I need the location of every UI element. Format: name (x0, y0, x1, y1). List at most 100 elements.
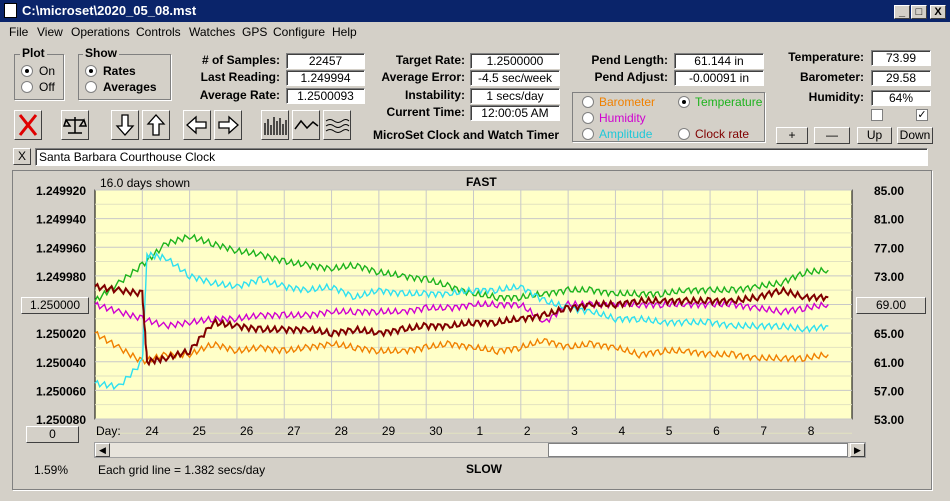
x-tick-label: 8 (808, 424, 815, 438)
arrow-down-icon (115, 114, 135, 136)
samples-value: 22457 (286, 53, 365, 69)
left-tick-label: 1.250060 (36, 384, 86, 398)
temperature-label: Temperature: (788, 50, 864, 64)
arrow-right-icon (218, 115, 239, 135)
x-tick-label: 2 (524, 424, 531, 438)
right-tick-label: 85.00 (874, 184, 904, 198)
humidity-radio[interactable] (582, 112, 594, 124)
left-tick-label: 1.249940 (36, 213, 86, 227)
percent-label: 1.59% (34, 463, 69, 477)
pend-length-label: Pend Length: (591, 53, 668, 67)
right-tick-label: 73.00 (874, 270, 904, 284)
humidity-option-label: Humidity (599, 111, 646, 125)
minimize-button[interactable]: _ (894, 5, 910, 19)
right-arrow-button[interactable] (214, 110, 242, 140)
maximize-button[interactable]: □ (911, 5, 927, 19)
humidity-label: Humidity: (808, 90, 864, 104)
menu-operations[interactable]: Operations (71, 25, 130, 39)
pend-adjust-value: -0.00091 in (674, 70, 764, 86)
center-value-button[interactable]: 69.00 (856, 297, 926, 314)
watch-name-field[interactable]: Santa Barbara Courthouse Clock (35, 148, 928, 166)
barometer-value: 29.58 (871, 70, 931, 86)
right-tick-label: 57.00 (874, 384, 904, 398)
down-arrow-button[interactable] (111, 110, 139, 140)
multiwave-icon (325, 119, 350, 133)
grid-note: Each grid line = 1.382 secs/day (98, 463, 266, 477)
x-tick-label: 25 (193, 424, 207, 438)
scale-button[interactable] (61, 110, 89, 140)
center-rate-button[interactable]: 1.250000 (21, 297, 89, 314)
menu-help[interactable]: Help (332, 25, 357, 39)
humidity-value: 64% (871, 90, 931, 106)
option-checkbox-right[interactable]: ✓ (916, 109, 928, 121)
minus-button[interactable]: — (814, 127, 850, 144)
chart-panel (12, 170, 932, 490)
window-title: C:\microset\2020_05_08.mst (22, 3, 197, 18)
barometer-option-label: Barometer (599, 95, 656, 109)
temperature-radio[interactable] (678, 96, 690, 108)
show-averages-radio[interactable] (85, 81, 97, 93)
left-tick-label: 1.250020 (36, 327, 86, 341)
clear-watch-button[interactable]: X (13, 148, 31, 165)
left-tick-label: 1.249960 (36, 241, 86, 255)
plot-group-title: Plot (20, 46, 47, 60)
show-rates-radio[interactable] (85, 65, 97, 77)
average-error-label: Average Error: (381, 70, 465, 84)
menu-watches[interactable]: Watches (189, 25, 236, 39)
x-tick-label: 30 (429, 424, 443, 438)
right-tick-label: 81.00 (874, 213, 904, 227)
plot-off-label: Off (39, 80, 55, 94)
x-tick-label: 6 (713, 424, 720, 438)
series-barometer (94, 330, 829, 366)
red-x-icon (18, 114, 38, 136)
scroll-left-button[interactable]: ◀ (95, 443, 110, 457)
option-checkbox-left[interactable] (871, 109, 883, 121)
up-button[interactable]: Up (857, 127, 892, 144)
scroll-thumb[interactable] (548, 443, 848, 457)
target-rate-value: 1.2500000 (470, 53, 560, 69)
series-humidity (94, 299, 829, 330)
x-tick-label: 5 (666, 424, 673, 438)
target-rate-label: Target Rate: (395, 53, 465, 67)
multiwave-button[interactable] (323, 110, 351, 140)
left-tick-label: 1.250080 (36, 413, 86, 427)
wave-button[interactable] (292, 110, 320, 140)
barometer-label: Barometer: (799, 70, 864, 84)
last-reading-value: 1.249994 (286, 70, 365, 86)
right-axis: 85.00 81.00 77.00 73.00 65.00 61.00 57.00 53.00 (874, 184, 904, 427)
app-icon (4, 3, 17, 18)
title-bar: C:\microset\2020_05_08.mst _ □ X (0, 0, 950, 22)
clock-rate-radio[interactable] (678, 128, 690, 140)
histogram-button[interactable] (261, 110, 289, 140)
series-amplitude (94, 251, 829, 391)
offset-button[interactable]: 0 (26, 426, 79, 443)
close-button[interactable]: X (930, 5, 946, 19)
menu-view[interactable]: View (37, 25, 63, 39)
barometer-radio[interactable] (582, 96, 594, 108)
clock-rate-option-label: Clock rate (695, 127, 750, 141)
menu-configure[interactable]: Configure (273, 25, 326, 39)
left-axis: 1.249920 1.249940 1.249960 1.249980 1.250020… (36, 184, 86, 427)
scroll-right-button[interactable]: ▶ (850, 443, 865, 457)
menu-gps[interactable]: GPS (242, 25, 268, 39)
down-button[interactable]: Down (897, 127, 933, 144)
fast-label: FAST (466, 175, 497, 189)
chart-scrollbar[interactable]: ◀ ▶ (94, 442, 866, 458)
temperature-value: 73.99 (871, 50, 931, 66)
amplitude-radio[interactable] (582, 128, 594, 140)
menu-file[interactable]: File (9, 25, 29, 39)
stop-button[interactable] (14, 110, 42, 140)
plot-on-radio[interactable] (21, 65, 33, 77)
x-tick-label: 4 (618, 424, 625, 438)
menu-controls[interactable]: Controls (136, 25, 181, 39)
amplitude-option-label: Amplitude (599, 127, 653, 141)
last-reading-label: Last Reading: (200, 70, 280, 84)
left-arrow-button[interactable] (183, 110, 211, 140)
up-arrow-button[interactable] (142, 110, 170, 140)
plus-button[interactable]: + (776, 127, 808, 144)
plot-off-radio[interactable] (21, 81, 33, 93)
x-tick-label: 3 (571, 424, 578, 438)
right-tick-label: 53.00 (874, 413, 904, 427)
series-clock_rate (94, 282, 829, 367)
